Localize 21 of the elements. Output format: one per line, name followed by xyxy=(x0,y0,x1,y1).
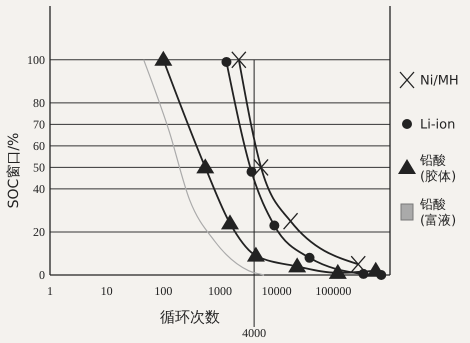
y-tick-label: 0 xyxy=(39,268,45,282)
y-tick-label: 70 xyxy=(33,118,45,132)
legend-label: 铅酸 (胶体) xyxy=(419,154,456,185)
x-tick-label: 100000 xyxy=(315,284,352,298)
legend-label: 铅酸 (富液) xyxy=(419,198,456,229)
x-tick-label: 1000 xyxy=(208,284,232,298)
y-tick-label: 40 xyxy=(33,182,45,196)
x-tick-label: 100 xyxy=(154,284,172,298)
x-tick-label: 10 xyxy=(100,284,113,298)
ref-line-label: 4000 xyxy=(242,326,266,340)
y-tick-label: 20 xyxy=(33,225,45,240)
x-tick-label: 1 xyxy=(47,284,53,298)
y-tick-label: 80 xyxy=(33,96,45,110)
y-tick-label: 60 xyxy=(33,139,45,154)
legend-label: Ni/MH xyxy=(420,74,459,89)
x-tick-label: 10000 xyxy=(262,284,292,298)
y-tick-label: 50 xyxy=(33,160,45,175)
y-axis-title: SOC窗口/% xyxy=(6,132,22,208)
x-axis-title: 循环次数 xyxy=(160,308,220,326)
legend-label: Li-ion xyxy=(420,118,456,133)
y-tick-label: 100 xyxy=(27,53,45,67)
